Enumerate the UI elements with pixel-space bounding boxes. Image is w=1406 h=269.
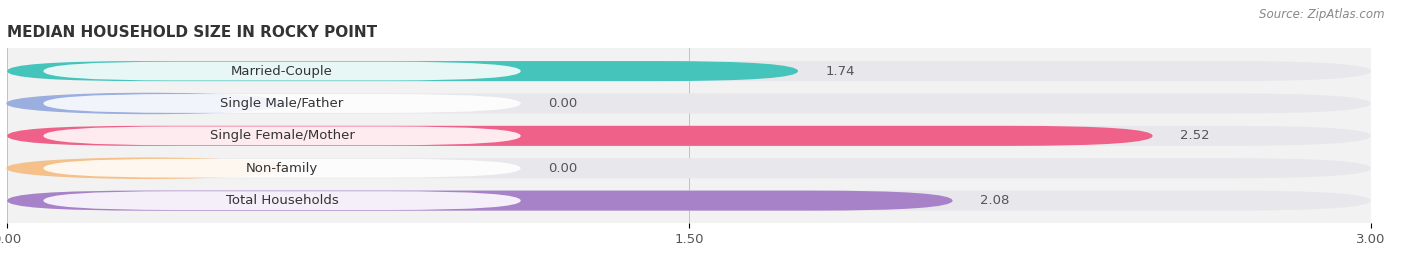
FancyBboxPatch shape xyxy=(44,126,520,145)
FancyBboxPatch shape xyxy=(44,62,520,80)
Text: Single Female/Mother: Single Female/Mother xyxy=(209,129,354,142)
Circle shape xyxy=(7,93,288,114)
FancyBboxPatch shape xyxy=(7,93,1371,114)
Circle shape xyxy=(7,158,288,178)
Text: 0.00: 0.00 xyxy=(548,162,578,175)
Text: Married-Couple: Married-Couple xyxy=(231,65,333,77)
FancyBboxPatch shape xyxy=(7,61,1371,81)
Text: 0.00: 0.00 xyxy=(548,97,578,110)
FancyBboxPatch shape xyxy=(7,126,1371,146)
FancyBboxPatch shape xyxy=(7,61,799,81)
FancyBboxPatch shape xyxy=(44,191,520,210)
Text: MEDIAN HOUSEHOLD SIZE IN ROCKY POINT: MEDIAN HOUSEHOLD SIZE IN ROCKY POINT xyxy=(7,25,377,40)
Text: Source: ZipAtlas.com: Source: ZipAtlas.com xyxy=(1260,8,1385,21)
Text: 1.74: 1.74 xyxy=(825,65,855,77)
FancyBboxPatch shape xyxy=(7,158,1371,178)
Text: Single Male/Father: Single Male/Father xyxy=(221,97,343,110)
Text: Non-family: Non-family xyxy=(246,162,318,175)
FancyBboxPatch shape xyxy=(7,190,1371,211)
FancyBboxPatch shape xyxy=(7,190,953,211)
Text: Total Households: Total Households xyxy=(226,194,339,207)
FancyBboxPatch shape xyxy=(44,94,520,113)
FancyBboxPatch shape xyxy=(44,159,520,178)
Text: 2.08: 2.08 xyxy=(980,194,1010,207)
Text: 2.52: 2.52 xyxy=(1180,129,1209,142)
FancyBboxPatch shape xyxy=(7,126,1153,146)
